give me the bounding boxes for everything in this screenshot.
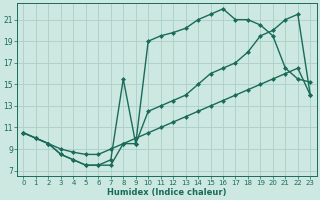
X-axis label: Humidex (Indice chaleur): Humidex (Indice chaleur): [107, 188, 227, 197]
